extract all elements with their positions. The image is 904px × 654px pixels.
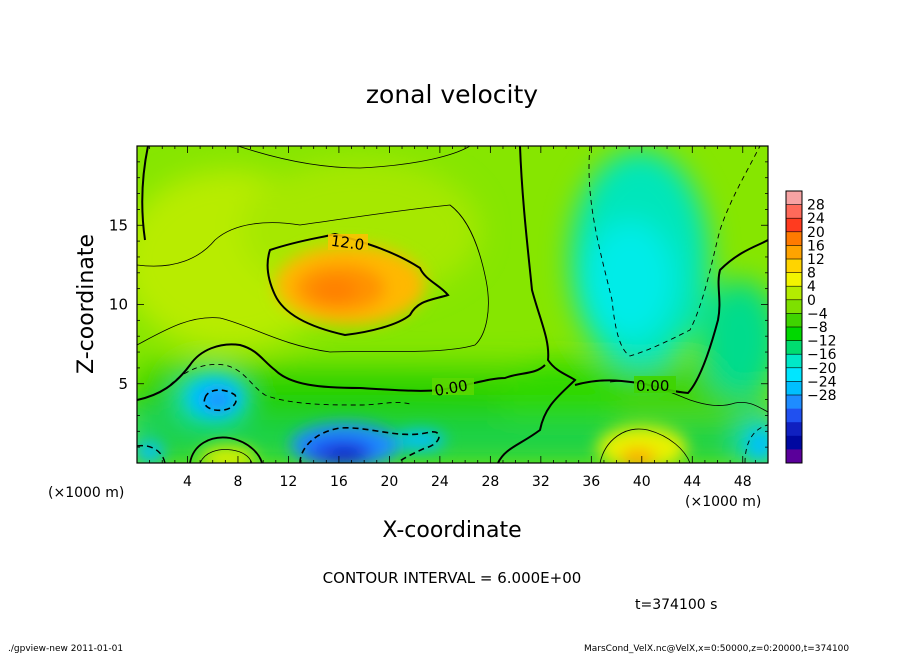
x-tick-label: 32 [532, 474, 550, 490]
contour-6d [599, 428, 691, 463]
y-tick-label: 5 [118, 375, 128, 393]
colorbar-label: −20 [807, 361, 837, 377]
x-axis-label: X-coordinate [382, 518, 521, 543]
time-label: t=374100 s [635, 597, 717, 613]
colorbar-swatch [786, 395, 802, 409]
colorbar-swatch [786, 299, 802, 314]
y-tick-label: 10 [109, 296, 128, 314]
y-axis-label: Z-coordinate [74, 234, 99, 374]
x-tick-label: 40 [633, 474, 651, 490]
colorbar-label: 12 [807, 252, 825, 268]
contour-pos-bottom2 [199, 449, 253, 463]
colorbar-swatch [786, 340, 802, 355]
x-tick-label: 20 [380, 474, 398, 490]
colorbar-swatch [786, 204, 802, 219]
footer-left: ./gpview-new 2011-01-01 [8, 644, 123, 654]
x-tick-label: 48 [734, 474, 752, 490]
x-tick-label: 16 [330, 474, 348, 490]
contour-neg12-bottom [299, 427, 440, 463]
x-tick-label: 4 [183, 474, 192, 490]
contour-label-12: 12.0 [330, 232, 366, 254]
colorbar-label: −8 [807, 320, 828, 336]
colorbar-label: 0 [807, 293, 816, 309]
y-tick-label: 15 [109, 216, 128, 234]
colorbar-label: −12 [807, 334, 837, 350]
x-tick-label: 36 [582, 474, 600, 490]
contour-neg12-left [203, 389, 237, 412]
contour-interval-text: CONTOUR INTERVAL = 6.000E+00 [323, 569, 582, 587]
colorbar-swatch [786, 231, 802, 246]
colorbar-label: −28 [807, 388, 837, 404]
velocity-field [137, 146, 768, 463]
x-axis: 4 8 12 16 20 24 28 32 36 40 44 48 [149, 146, 756, 490]
x-tick-label: 28 [481, 474, 499, 490]
contour-0-left [137, 343, 546, 401]
contour-0-mid [141, 146, 577, 463]
contour-label-0-left: 0.00 [433, 376, 469, 400]
contour-labels: 12.0 0.00 0.00 [328, 232, 676, 400]
colorbar-swatch [786, 354, 802, 369]
x-tick-label: 12 [280, 474, 298, 490]
chart-title: zonal velocity [366, 80, 538, 109]
colorbar-label: −4 [807, 306, 828, 322]
x-tick-label: 8 [233, 474, 242, 490]
colorbar-label: 24 [807, 211, 825, 227]
contour-neg6-lowerleft [169, 363, 411, 406]
contour-pos-bottom [189, 436, 263, 463]
colorbar-swatch [786, 381, 802, 396]
colorbar-swatch [786, 245, 802, 260]
contour-neg6-right [588, 146, 761, 357]
colorbar-swatch [786, 367, 802, 382]
x-unit-left: (×1000 m) [48, 485, 124, 501]
colorbar-swatch [786, 272, 802, 287]
contour-neg-br [744, 424, 768, 463]
colorbar-label: 8 [807, 266, 816, 282]
contour-6b [237, 146, 471, 169]
x-unit-right: (×1000 m) [685, 494, 761, 510]
colorbar-swatch [786, 286, 802, 301]
colorbar-swatch [786, 218, 802, 233]
colorbar-swatch [786, 259, 802, 273]
y-axis: 5 10 15 [109, 161, 768, 448]
contour-6 [137, 204, 489, 353]
colorbar-swatch [786, 408, 802, 423]
colorbar-swatch [786, 422, 802, 437]
colorbar-swatch [786, 191, 802, 205]
colorbar-label: 20 [807, 225, 825, 241]
x-tick-label: 24 [431, 474, 449, 490]
colorbar-label: 16 [807, 238, 825, 254]
footer-right: MarsCond_VelX.nc@VelX,x=0:50000,z=0:2000… [584, 644, 849, 654]
contour-label-0-right: 0.00 [636, 377, 669, 395]
contour-neg-bl [137, 444, 166, 463]
colorbar-swatch [786, 327, 802, 341]
colorbar-label: 4 [807, 279, 816, 295]
colorbar-swatch [786, 313, 802, 328]
colorbar-label: −24 [807, 374, 837, 390]
colorbar-label: 28 [807, 198, 825, 214]
colorbar-swatch [786, 449, 802, 464]
colorbar-swatch [786, 435, 802, 450]
colorbar-label: −16 [807, 347, 837, 363]
x-tick-label: 44 [683, 474, 701, 490]
